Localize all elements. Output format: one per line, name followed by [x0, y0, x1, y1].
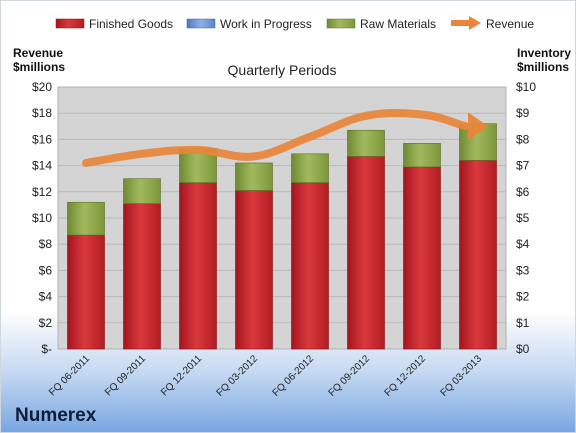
- right-tick-label: $6: [516, 185, 530, 199]
- left-tick-label: $-: [41, 342, 52, 356]
- category-label: FQ 09-2011: [103, 353, 148, 398]
- right-tick-label: $10: [516, 80, 536, 94]
- left-tick-label: $18: [32, 106, 52, 120]
- category-label: FQ 06-2011: [47, 353, 92, 398]
- legend-swatch-raw-materials: [326, 18, 356, 29]
- bar-raw-materials: [347, 129, 385, 157]
- right-tick-label: $1: [516, 316, 530, 330]
- legend-label-work-in-progress: Work in Progress: [220, 17, 312, 31]
- legend-swatch-work-in-progress: [186, 18, 216, 29]
- right-tick-label: $2: [516, 290, 530, 304]
- revenue-line: [82, 108, 488, 167]
- bars: [67, 123, 497, 350]
- bar-finished-goods: [459, 160, 497, 350]
- category-label: FQ 12-2011: [159, 353, 204, 398]
- left-tick-label: $20: [32, 80, 52, 94]
- left-tick-label: $10: [32, 211, 52, 225]
- right-tick-label: $9: [516, 106, 530, 120]
- category-labels: FQ 06-2011 FQ 09-2011 FQ 12-2011 FQ 03-2012…: [47, 353, 484, 399]
- plot-title: Quarterly Periods: [228, 62, 337, 78]
- right-axis-title-line2: $millions: [517, 60, 569, 74]
- bar-raw-materials: [403, 143, 441, 168]
- category-label: FQ 09-2012: [327, 353, 373, 399]
- legend-swatch-finished-goods: [55, 18, 85, 29]
- company-name: Numerex: [15, 405, 97, 426]
- left-tick-label: $6: [39, 263, 53, 277]
- bar-finished-goods: [291, 182, 329, 350]
- category-label: FQ 12-2012: [383, 353, 429, 399]
- bar-raw-materials: [291, 153, 329, 183]
- bar-finished-goods: [403, 166, 441, 350]
- legend-label-raw-materials: Raw Materials: [360, 17, 436, 31]
- bar-raw-materials: [67, 201, 105, 236]
- bar-raw-materials: [123, 178, 161, 204]
- bar-finished-goods: [347, 156, 385, 350]
- left-axis-title-line2: $millions: [13, 60, 65, 74]
- right-tick-label: $5: [516, 211, 530, 225]
- right-tick-label: $4: [516, 237, 530, 251]
- left-tick-label: $2: [39, 316, 53, 330]
- left-axis-title-line1: Revenue: [13, 46, 63, 60]
- bar-finished-goods: [235, 190, 273, 350]
- legend-swatch-revenue: [451, 16, 481, 30]
- bar-finished-goods: [67, 234, 105, 350]
- right-tick-label: $8: [516, 132, 530, 146]
- bar-finished-goods: [123, 203, 161, 350]
- legend-label-finished-goods: Finished Goods: [89, 17, 173, 31]
- right-tick-label: $3: [516, 263, 530, 277]
- category-label: FQ 03-2012: [215, 353, 261, 399]
- legend-label-revenue: Revenue: [486, 17, 534, 31]
- left-tick-label: $4: [39, 290, 53, 304]
- revenue-line-arrowhead: [468, 112, 488, 141]
- revenue-line-path: [82, 108, 470, 167]
- left-tick-label: $16: [32, 132, 52, 146]
- left-axis-ticks: $- $2 $4 $6 $8 $10 $12 $14 $16 $18 $20: [32, 80, 52, 356]
- bar-finished-goods: [179, 182, 217, 350]
- right-tick-label: $7: [516, 159, 530, 173]
- right-axis-ticks: $0 $1 $2 $3 $4 $5 $6 $7 $8 $9 $10: [516, 80, 536, 356]
- bar-raw-materials: [235, 162, 273, 191]
- category-label: FQ 06-2012: [271, 353, 317, 399]
- left-tick-label: $14: [32, 159, 52, 173]
- right-axis-title-line1: Inventory: [517, 46, 571, 60]
- left-tick-label: $8: [39, 237, 53, 251]
- category-label: FQ 03-2013: [439, 353, 485, 399]
- right-tick-label: $0: [516, 342, 530, 356]
- legend: Finished Goods Work in Progress Raw Mate…: [55, 16, 534, 31]
- left-tick-label: $12: [32, 185, 52, 199]
